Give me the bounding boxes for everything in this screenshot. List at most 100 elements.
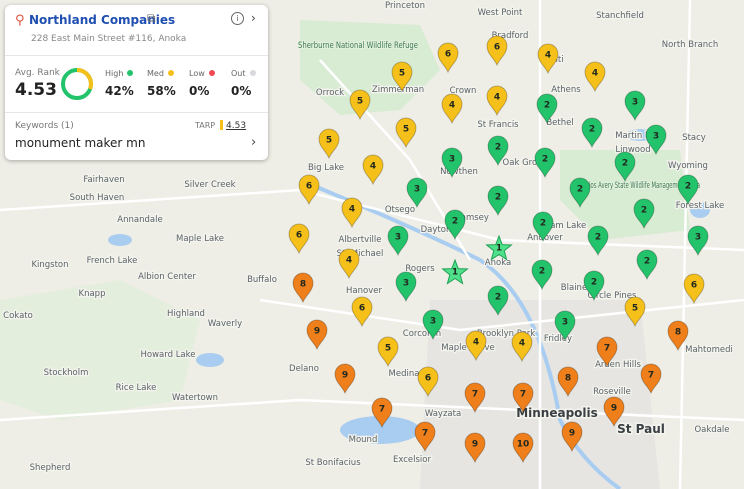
pin-rank: 8 (565, 374, 571, 384)
rank-pin: 3 (387, 225, 409, 257)
pin-rank: 2 (577, 185, 583, 195)
place-label: Mahtomedi (685, 345, 733, 355)
pin-rank: 2 (495, 293, 501, 303)
place-label: Albertville (339, 235, 382, 245)
pin-rank: 2 (544, 101, 550, 111)
pin-shape (487, 135, 509, 167)
pin-rank: 3 (403, 279, 409, 289)
pin-shape (486, 85, 508, 117)
place-label: Cokato (3, 311, 33, 321)
legend-label: Out (231, 69, 256, 78)
rank-pin: 4 (486, 85, 508, 117)
pin-rank: 1 (452, 268, 458, 278)
pin-rank: 2 (540, 219, 546, 229)
pin-shape (387, 225, 409, 257)
next-arrow[interactable]: › (251, 11, 256, 25)
place-label: Circle Pines (588, 291, 637, 301)
rank-pin: 5 (391, 61, 413, 93)
pin-shape (306, 319, 328, 351)
pin-shape (464, 382, 486, 414)
business-name[interactable]: Northland Companies (29, 13, 176, 27)
pin-rank: 4 (519, 339, 525, 349)
pin-shape (584, 61, 606, 93)
rank-pin: 4 (338, 248, 360, 280)
pin-rank: 7 (648, 371, 654, 381)
info-button[interactable]: i (231, 12, 244, 25)
legend-dot (208, 70, 215, 76)
legend-dot (249, 70, 256, 76)
place-label: Anoka (485, 258, 511, 268)
pin-rank: 2 (591, 278, 597, 288)
location-icon: ⚲ (15, 13, 25, 28)
pin-shape (603, 396, 625, 428)
pin-shape (391, 61, 413, 93)
rank-pin: 7 (640, 363, 662, 395)
avg-rank-label: Avg. Rank (15, 68, 60, 78)
rank-pin: 1 (485, 234, 513, 261)
rank-pin: 2 (487, 185, 509, 217)
pin-shape (557, 366, 579, 398)
divider (5, 55, 268, 56)
pin-shape (351, 296, 373, 328)
rank-pin: 2 (532, 211, 554, 243)
pin-shape (633, 198, 655, 230)
pin-rank: 4 (494, 93, 500, 103)
pin-rank: 3 (430, 317, 436, 327)
external-link[interactable]: ⧉ (147, 11, 156, 25)
pin-shape (487, 285, 509, 317)
place-label: Stacy (682, 133, 706, 143)
pin-rank: 7 (379, 405, 385, 415)
place-label: Waverly (208, 319, 242, 329)
pin-shape (583, 270, 605, 302)
pin-shape (298, 174, 320, 206)
rank-pin: 2 (444, 209, 466, 241)
rank-pin: 2 (636, 249, 658, 281)
pin-rank: 8 (300, 280, 306, 290)
place-label: Athens (551, 85, 581, 95)
rank-pin: 3 (554, 310, 576, 342)
pin-shape (441, 93, 463, 125)
pin-shape (288, 223, 310, 255)
pin-rank: 2 (685, 182, 691, 192)
place-label: Hanover (346, 286, 382, 296)
pin-rank: 2 (542, 155, 548, 165)
place-label: Mound (349, 435, 378, 445)
rank-pin: 2 (536, 93, 558, 125)
tarp-indicator (220, 120, 223, 130)
pin-rank: 3 (653, 132, 659, 142)
pin-rank: 3 (695, 233, 701, 243)
place-label: Excelsior (393, 455, 432, 465)
rank-pin: 7 (464, 382, 486, 414)
pin-rank: 3 (562, 318, 568, 328)
pin-rank: 9 (314, 327, 320, 337)
pin-shape (511, 331, 533, 363)
place-label: Highland (167, 309, 205, 319)
place-label: Maple Lake (176, 234, 224, 244)
pin-shape (683, 273, 705, 305)
pin-shape (414, 421, 436, 453)
divider (5, 112, 268, 113)
pin-shape (677, 174, 699, 206)
keyword-arrow[interactable]: › (251, 135, 257, 150)
pin-shape (487, 185, 509, 217)
rank-pin: 2 (534, 147, 556, 179)
place-label: Big Lake (308, 163, 344, 173)
rank-pin: 4 (441, 93, 463, 125)
pin-rank: 5 (399, 69, 405, 79)
rank-pin: 9 (306, 319, 328, 351)
rank-pin: 5 (318, 128, 340, 160)
rank-pin: 3 (422, 309, 444, 341)
rank-pin: 2 (677, 174, 699, 206)
pin-rank: 4 (370, 162, 376, 172)
place-label: Kingston (31, 260, 68, 270)
pin-rank: 7 (422, 429, 428, 439)
place-label: Dayton (421, 225, 452, 235)
tarp-value[interactable]: 4.53 (226, 121, 247, 131)
pin-rank: 6 (494, 43, 500, 53)
pin-shape (318, 128, 340, 160)
pin-rank: 9 (472, 440, 478, 450)
rank-pin: 6 (288, 223, 310, 255)
rank-pin: 5 (624, 296, 646, 328)
rank-pin: 4 (584, 61, 606, 93)
park-label: Carlos Avery State Wildlife Management A… (580, 181, 700, 191)
